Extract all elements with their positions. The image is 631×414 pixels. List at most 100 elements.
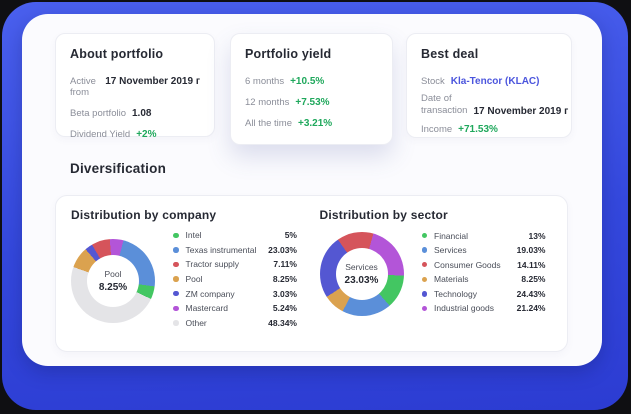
legend-item-mastercard: Mastercard 5.24%: [173, 301, 297, 316]
company-chart-body: Pool 8.25% Intel 5%: [71, 228, 312, 330]
legend-item-technology: Technology 24.43%: [421, 287, 546, 302]
diversification-heading: Diversification: [70, 161, 167, 176]
best-deal-title: Best deal: [421, 47, 479, 61]
company-legend: Intel 5% Texas instrumental 23.03% Tract…: [173, 228, 297, 330]
twelve-months-row: 12 months +7.53%: [245, 97, 378, 108]
other-dot-icon: [173, 320, 179, 326]
beta-portfolio-label: Beta portfolio: [70, 108, 126, 119]
legend-item-other: Other 48.34%: [173, 316, 297, 331]
sector-center-label: Services: [345, 262, 378, 272]
technology-label: Technology: [434, 288, 478, 299]
legend-item-texas: Texas instrumental 23.03%: [173, 243, 297, 258]
sector-donut-center: Services 23.03%: [320, 232, 404, 316]
sector-chart-body: Services 23.03% Financial 13%: [319, 228, 553, 316]
company-donut-hole: [87, 255, 139, 308]
other-label: Other: [185, 317, 207, 328]
materials-value: 8.25%: [521, 274, 546, 285]
sector-chart-section: Distribution by sector Services 23.03%: [312, 208, 553, 330]
consumer-goods-dot-icon: [421, 261, 427, 268]
company-center-label: Pool: [104, 269, 122, 280]
legend-item-financial: Financial 13%: [421, 228, 546, 243]
portfolio-yield-title: Portfolio yield: [245, 47, 332, 61]
legend-item-industrial-goods: Industrial goods 21.24%: [421, 301, 546, 316]
mastercard-dot-icon: [173, 305, 179, 312]
stock-label: Stock: [421, 76, 445, 87]
consumer-goods-value: 14.11%: [517, 259, 546, 270]
dividend-yield-row: Dividend Yield +2%: [70, 129, 200, 140]
twelve-months-value: +7.53%: [295, 97, 330, 108]
industrial-goods-dot-icon: [421, 305, 427, 312]
all-time-label: All the time: [245, 118, 292, 129]
services-label: Services: [434, 245, 467, 256]
zm-dot-icon: [173, 290, 179, 297]
company-donut-center: Pool 8.25%: [71, 239, 155, 323]
stock-row: Stock Kla-Tencor (KLAC): [421, 76, 557, 87]
sector-donut-chart[interactable]: Services 23.03%: [319, 232, 404, 316]
legend-item-pool: Pool 8.25%: [173, 272, 297, 287]
legend-item-intel: Intel 5%: [173, 228, 297, 243]
transaction-date-label: Date of transaction: [421, 93, 468, 116]
dashboard-panel: About portfolio Active from 17 November …: [22, 14, 602, 366]
other-value: 48.34%: [268, 317, 297, 328]
six-months-label: 6 months: [245, 76, 285, 87]
legend-item-zm: ZM company 3.03%: [173, 286, 297, 301]
active-from-row: Active from 17 November 2019 г: [70, 76, 200, 98]
income-label: Income: [421, 123, 453, 135]
intel-dot-icon: [173, 232, 179, 239]
sector-legend: Financial 13% Services 19.03% Consumer G…: [421, 228, 546, 316]
company-chart-title: Distribution by company: [71, 208, 217, 222]
tractor-dot-icon: [173, 261, 179, 268]
company-center-value: 8.25%: [98, 282, 128, 294]
pool-dot-icon: [173, 276, 179, 282]
transaction-date-value: 17 November 2019 г: [473, 105, 569, 117]
technology-value: 24.43%: [516, 288, 546, 299]
portfolio-yield-card: Portfolio yield 6 months +10.5% 12 month…: [230, 33, 393, 145]
all-time-row: All the time +3.21%: [245, 118, 378, 129]
beta-portfolio-row: Beta portfolio 1.08: [70, 108, 200, 119]
financial-label: Financial: [434, 230, 469, 241]
legend-item-tractor: Tractor supply 7.11%: [173, 257, 297, 272]
sector-donut-hole: [335, 248, 388, 300]
texas-label: Texas instrumental: [185, 244, 257, 255]
financial-value: 13%: [528, 230, 546, 241]
services-value: 19.03%: [516, 245, 546, 256]
income-value: +71.53%: [458, 123, 498, 135]
legend-item-materials: Materials 8.25%: [421, 272, 546, 287]
about-portfolio-title: About portfolio: [70, 47, 164, 61]
technology-dot-icon: [421, 291, 427, 297]
sector-chart-title: Distribution by sector: [319, 208, 448, 222]
diversification-card: Distribution by company Pool 8.25%: [55, 195, 568, 352]
sector-center-value: 23.03%: [344, 275, 379, 286]
twelve-months-label: 12 months: [245, 97, 290, 108]
tractor-label: Tractor supply: [185, 259, 240, 270]
beta-portfolio-value: 1.08: [131, 108, 152, 119]
six-months-row: 6 months +10.5%: [245, 76, 378, 87]
best-deal-card: Best deal Stock Kla-Tencor (KLAC) Date o…: [406, 33, 572, 138]
pool-value: 8.25%: [272, 274, 297, 285]
texas-value: 23.03%: [268, 244, 297, 255]
services-dot-icon: [421, 247, 427, 253]
charts-row: Distribution by company Pool 8.25%: [71, 208, 552, 330]
about-portfolio-card: About portfolio Active from 17 November …: [55, 33, 215, 140]
active-from-value: 17 November 2019 г: [105, 76, 200, 87]
mastercard-value: 5.24%: [272, 303, 297, 314]
stock-link[interactable]: Kla-Tencor (KLAC): [450, 76, 540, 87]
zm-label: ZM company: [185, 288, 235, 299]
tractor-value: 7.11%: [273, 259, 297, 270]
legend-item-consumer-goods: Consumer Goods 14.11%: [421, 257, 546, 272]
texas-dot-icon: [173, 247, 179, 253]
legend-item-services: Services 19.03%: [421, 243, 546, 258]
dividend-yield-value: +2%: [136, 129, 157, 140]
income-row: Income +71.53%: [421, 124, 557, 135]
transaction-date-row: Date of transaction 17 November 2019 г: [421, 93, 568, 117]
consumer-goods-label: Consumer Goods: [434, 259, 501, 270]
mastercard-label: Mastercard: [185, 303, 229, 314]
zm-value: 3.03%: [272, 288, 297, 299]
industrial-goods-label: Industrial goods: [434, 303, 495, 314]
industrial-goods-value: 21.24%: [516, 303, 546, 314]
financial-dot-icon: [421, 232, 427, 239]
intel-value: 5%: [284, 230, 297, 241]
six-months-value: +10.5%: [290, 76, 325, 87]
company-donut-chart[interactable]: Pool 8.25%: [71, 239, 155, 324]
